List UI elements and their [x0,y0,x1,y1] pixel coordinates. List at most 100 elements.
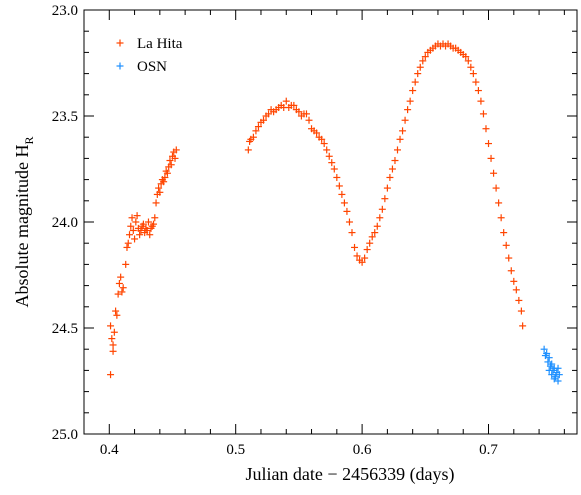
data-point-la-hita [155,184,163,192]
data-point-la-hita [302,110,310,118]
data-point-la-hita [139,220,147,228]
x-tick-label: 0.4 [100,442,119,458]
tick-labels: 0.4 0.5 0.6 0.7 23.0 23.5 24.0 24.5 25.0 [52,3,499,458]
legend-label-la-hita: La Hita [137,36,183,52]
data-point-la-hita [133,212,141,220]
data-point-la-hita [167,161,175,169]
data-point-la-hita [172,146,180,154]
data-point-osn [552,373,560,381]
data-point-la-hita [108,335,116,343]
data-point-la-hita [492,184,500,192]
data-point-la-hita [137,226,145,234]
data-point-osn [548,360,556,368]
legend-marker-osn [116,62,124,70]
data-point-la-hita [136,231,144,239]
data-point-la-hita [373,222,381,230]
data-point-la-hita [113,311,121,319]
data-point-la-hita [143,226,151,234]
data-point-la-hita [119,284,127,292]
data-point-la-hita [320,140,328,148]
data-point-la-hita [150,220,158,228]
data-point-la-hita [393,146,401,154]
data-point-la-hita [482,125,490,133]
data-point-la-hita [338,190,346,198]
data-point-la-hita [126,231,134,239]
y-tick-label: 24.0 [52,215,78,231]
data-point-la-hita [378,205,386,213]
data-point-la-hita [416,63,424,71]
data-point-la-hita [163,169,171,177]
y-axis-title: Absolute magnitude HR [12,137,36,308]
legend-marker-la-hita [116,39,124,47]
data-point-la-hita [490,169,498,177]
data-point-la-hita [109,341,117,349]
data-point-la-hita [381,195,389,203]
data-point-la-hita [469,70,477,78]
data-point-osn [554,364,562,372]
data-point-osn [555,371,563,379]
x-tick-label: 0.5 [226,442,245,458]
data-point-la-hita [124,239,132,247]
y-tick-label: 23.0 [52,3,78,19]
data-point-la-hita [515,296,523,304]
data-point-la-hita [333,173,341,181]
data-point-la-hita [249,133,257,141]
data-point-la-hita [495,199,503,207]
data-point-la-hita [401,116,409,124]
data-point-la-hita [366,239,374,247]
data-point-la-hita [330,165,338,173]
data-point-la-hita [404,106,412,114]
data-point-la-hita [260,116,268,124]
data-point-la-hita [128,214,136,222]
data-point-la-hita [323,146,331,154]
data-point-la-hita [265,110,273,118]
data-point-la-hita [383,184,391,192]
data-point-la-hita [505,254,513,262]
data-point-la-hita [295,108,303,116]
x-tick-label: 0.7 [479,442,498,458]
data-point-la-hita [254,123,262,131]
data-point-la-hita [368,233,376,241]
data-point-la-hita [290,101,298,109]
data-point-la-hita [112,307,120,315]
data-point-la-hita [244,146,252,154]
data-point-la-hita [462,53,470,61]
x-tick-label: 0.6 [353,442,372,458]
data-point-la-hita [335,182,343,190]
data-point-la-hita [345,218,353,226]
legend-label-osn: OSN [137,59,167,75]
y-tick-label: 25.0 [52,427,78,443]
y-tick-label: 24.5 [52,321,78,337]
plus-icon [116,39,124,47]
data-point-la-hita [313,129,321,137]
data-point-la-hita [467,63,475,71]
data-point-la-hita [160,178,168,186]
data-point-la-hita [361,254,369,262]
data-point-la-hita [388,165,396,173]
data-point-la-hita [414,70,422,78]
data-point-la-hita [166,157,174,165]
data-point-la-hita [131,235,139,243]
data-point-osn [554,377,562,385]
data-point-la-hita [325,152,333,160]
data-point-la-hita [517,307,525,315]
data-point-la-hita [115,279,123,287]
data-point-la-hita [477,97,485,105]
data-point-osn [544,358,552,366]
data-point-la-hita [399,127,407,135]
data-point-la-hita [474,87,482,95]
data-point-la-hita [110,328,118,336]
data-point-la-hita [406,97,414,105]
data-point-la-hita [411,78,419,86]
data-point-la-hita [118,288,126,296]
data-point-la-hita [114,290,122,298]
data-point-osn [540,345,548,353]
data-point-la-hita [464,57,472,65]
data-point-la-hita [363,246,371,254]
legend: La Hita OSN [116,36,183,75]
data-point-la-hita [122,260,130,268]
data-point-la-hita [151,214,159,222]
data-point-la-hita [386,173,394,181]
data-point-la-hita [497,214,505,222]
data-point-la-hita [305,116,313,124]
